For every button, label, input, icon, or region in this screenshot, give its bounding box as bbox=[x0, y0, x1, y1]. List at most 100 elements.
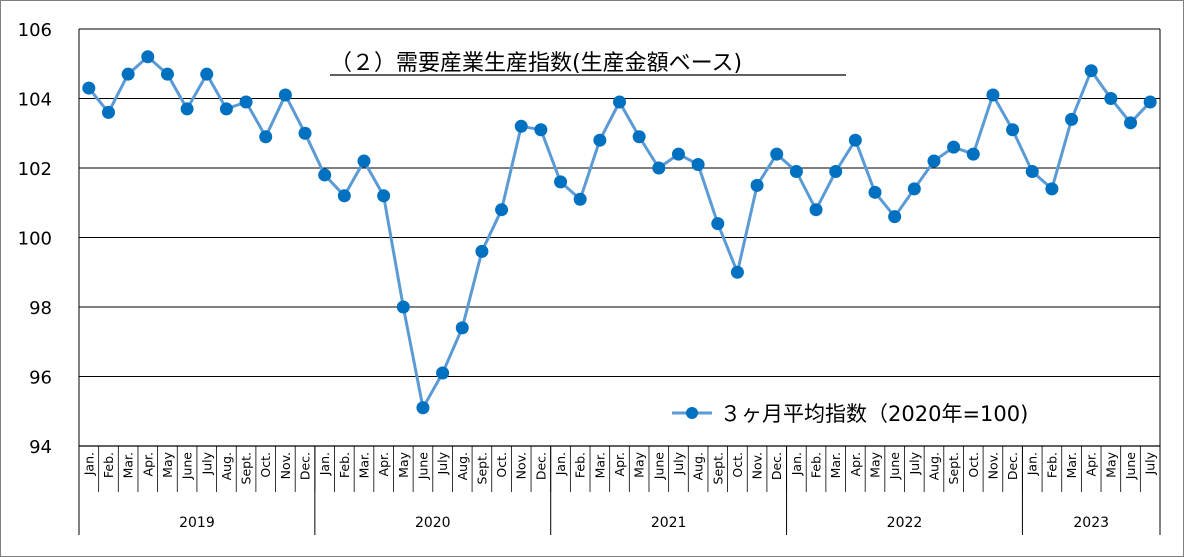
data-point bbox=[613, 95, 626, 109]
month-label: July bbox=[671, 451, 686, 475]
month-label: Apr. bbox=[1084, 452, 1099, 476]
data-point bbox=[868, 185, 882, 199]
data-point bbox=[82, 81, 96, 95]
month-label: Apr. bbox=[848, 452, 863, 476]
month-label: Nov. bbox=[750, 452, 765, 479]
month-label: Oct. bbox=[258, 452, 273, 478]
data-point bbox=[475, 244, 489, 258]
month-label: June bbox=[651, 452, 666, 481]
data-point bbox=[947, 140, 961, 154]
month-label: Mar. bbox=[121, 452, 136, 478]
month-label: July bbox=[199, 451, 214, 475]
data-point bbox=[671, 147, 685, 161]
month-label: Sept. bbox=[474, 452, 489, 484]
month-label: July bbox=[1143, 451, 1158, 475]
data-point bbox=[809, 203, 823, 217]
data-point bbox=[200, 67, 214, 81]
year-label: 2019 bbox=[179, 515, 215, 531]
data-point bbox=[357, 154, 371, 168]
month-label: Dec. bbox=[298, 452, 313, 480]
data-point bbox=[927, 154, 941, 168]
data-point bbox=[219, 102, 233, 116]
data-point bbox=[377, 189, 391, 203]
month-label: Oct. bbox=[730, 452, 745, 478]
month-label: Sept. bbox=[710, 452, 725, 484]
month-label: May bbox=[632, 451, 647, 477]
chart-title-text: （２）需要産業生産指数(生産金額ベース) bbox=[330, 51, 742, 76]
month-label: Feb. bbox=[809, 452, 824, 478]
data-point bbox=[652, 161, 666, 175]
chart-title: （２）需要産業生産指数(生産金額ベース) bbox=[330, 51, 846, 76]
month-label: Dec. bbox=[1005, 452, 1020, 480]
month-label: Nov. bbox=[985, 452, 1000, 479]
y-tick-label: 98 bbox=[29, 298, 52, 319]
data-point bbox=[750, 178, 764, 192]
data-point bbox=[534, 123, 548, 137]
data-point bbox=[436, 366, 450, 380]
data-point bbox=[1124, 116, 1138, 130]
month-label: May bbox=[160, 451, 175, 477]
month-label: Dec. bbox=[533, 452, 548, 480]
data-point bbox=[337, 189, 351, 203]
month-label: Feb. bbox=[1044, 452, 1059, 478]
data-point bbox=[1045, 182, 1059, 196]
data-point bbox=[789, 164, 803, 178]
data-point bbox=[711, 217, 725, 231]
month-label: Jan. bbox=[789, 452, 804, 476]
data-point bbox=[888, 210, 902, 224]
month-label: July bbox=[907, 451, 922, 475]
x-axis: Jan. Feb. Mar. Apr. May June July Aug. Sept. Oct.… bbox=[78, 29, 1161, 535]
data-point bbox=[121, 67, 135, 81]
month-label: Sept. bbox=[239, 452, 254, 484]
data-point bbox=[259, 130, 273, 144]
data-point bbox=[1065, 112, 1079, 126]
data-point bbox=[495, 203, 509, 217]
month-label: Aug. bbox=[691, 452, 706, 480]
data-point bbox=[1143, 95, 1157, 109]
data-point bbox=[593, 133, 607, 147]
data-point bbox=[455, 321, 469, 335]
month-label: Apr. bbox=[140, 452, 155, 476]
month-label: May bbox=[1103, 451, 1118, 477]
data-point bbox=[770, 147, 784, 161]
data-point bbox=[730, 265, 744, 279]
data-point bbox=[239, 95, 253, 109]
data-point bbox=[986, 88, 1000, 102]
month-label: Feb. bbox=[101, 452, 116, 478]
month-label: Aug. bbox=[926, 452, 941, 480]
y-tick-label: 96 bbox=[29, 368, 52, 389]
data-point bbox=[829, 164, 843, 178]
month-label: Nov. bbox=[514, 452, 529, 479]
y-tick-label: 102 bbox=[18, 159, 52, 180]
month-label: Aug. bbox=[219, 452, 234, 480]
month-label: Oct. bbox=[494, 452, 509, 478]
month-label: July bbox=[435, 451, 450, 475]
legend-marker bbox=[686, 407, 698, 419]
month-label: Jan. bbox=[553, 452, 568, 476]
month-label: June bbox=[415, 452, 430, 481]
y-tick-label: 104 bbox=[18, 90, 52, 111]
month-label: Feb. bbox=[573, 452, 588, 478]
data-point bbox=[416, 401, 430, 415]
data-point bbox=[396, 300, 410, 314]
y-tick-label: 94 bbox=[29, 437, 52, 458]
data-point bbox=[141, 50, 155, 64]
data-point bbox=[160, 67, 174, 81]
data-point bbox=[848, 133, 862, 147]
data-point bbox=[101, 105, 115, 119]
data-point bbox=[573, 192, 587, 206]
year-label: 2020 bbox=[415, 515, 451, 531]
month-label: Mar. bbox=[592, 452, 607, 478]
data-point bbox=[554, 175, 568, 189]
month-label: Jan. bbox=[317, 452, 332, 476]
month-label: May bbox=[868, 451, 883, 477]
series-layer bbox=[82, 50, 1157, 415]
data-point bbox=[691, 158, 705, 172]
y-axis-labels: 94 96 98 100 102 104 106 bbox=[18, 20, 52, 458]
data-point bbox=[966, 147, 980, 161]
y-tick-label: 106 bbox=[18, 20, 52, 41]
month-label: Mar. bbox=[828, 452, 843, 478]
data-point bbox=[298, 126, 312, 140]
month-label: June bbox=[180, 452, 195, 481]
